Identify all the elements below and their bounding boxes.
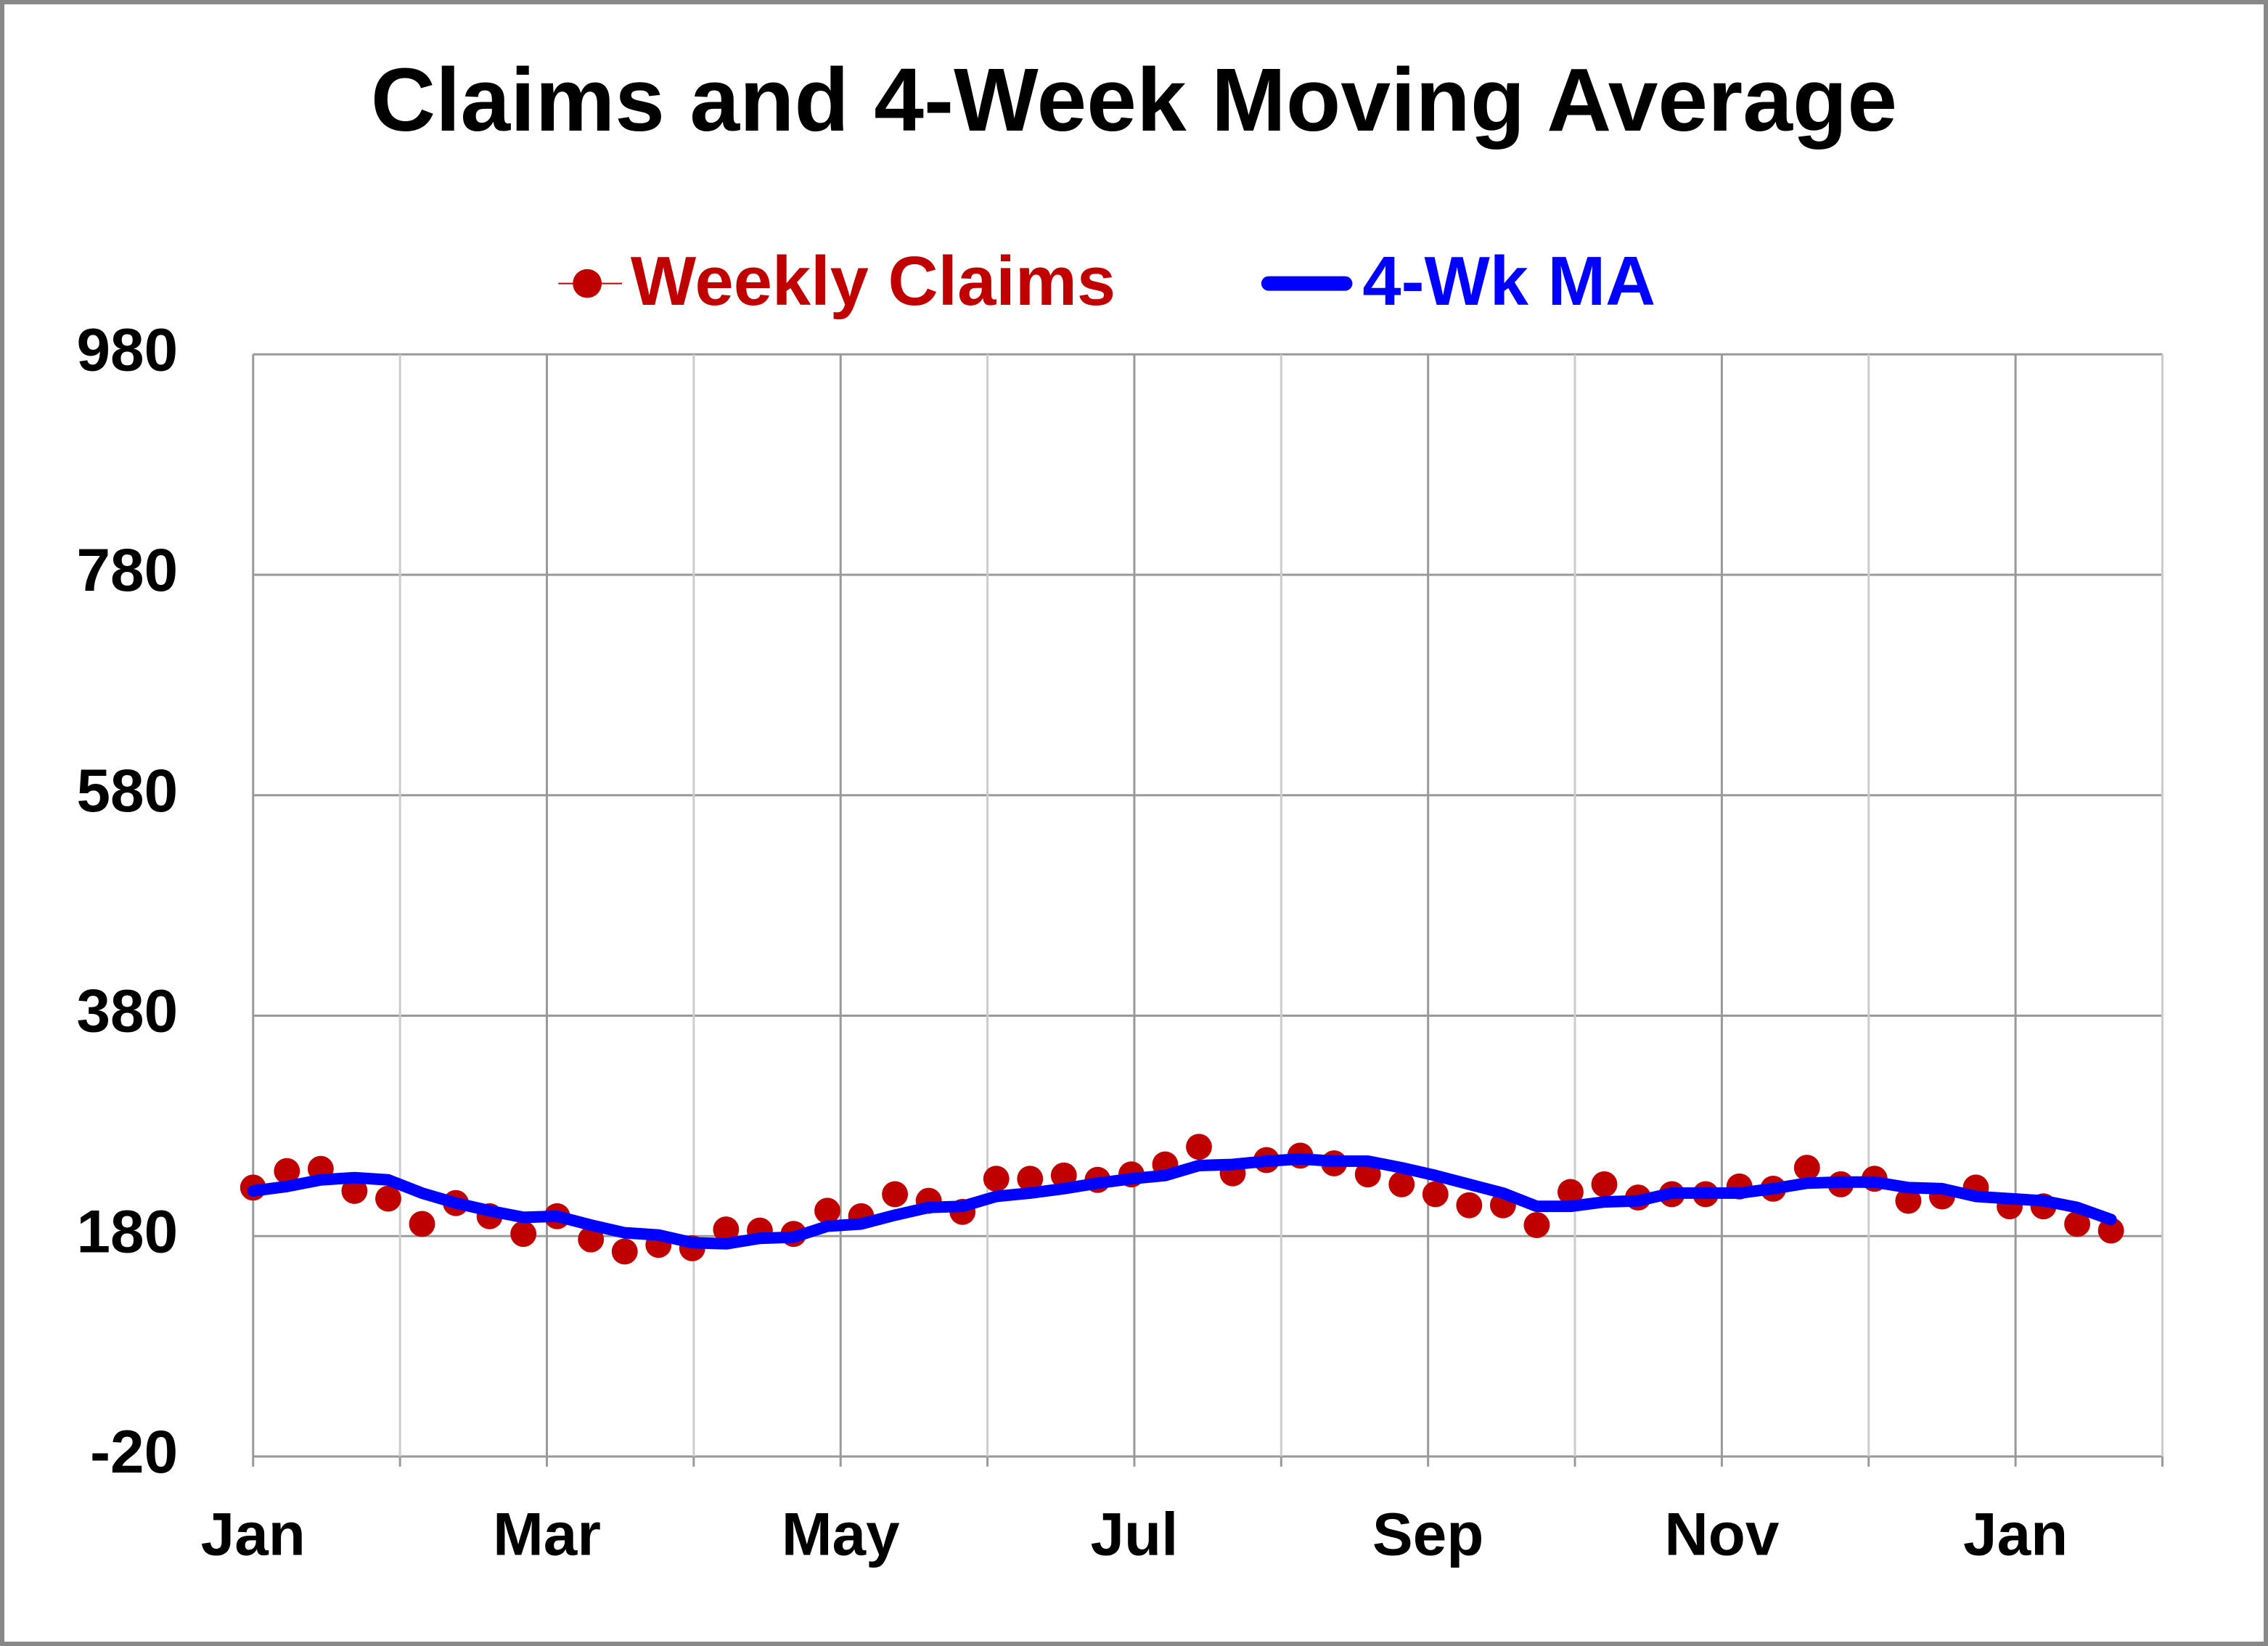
data-point xyxy=(341,1177,368,1204)
x-tick-label: Sep xyxy=(1372,1500,1483,1568)
y-tick-label: -20 xyxy=(90,1417,178,1486)
x-tick-label: Jan xyxy=(201,1500,306,1568)
data-point xyxy=(1591,1171,1618,1197)
data-point xyxy=(510,1221,537,1248)
y-tick-label: 180 xyxy=(77,1197,179,1265)
data-point xyxy=(713,1216,740,1243)
y-tick-label: 980 xyxy=(77,315,179,383)
x-tick-label: Jan xyxy=(1963,1500,2068,1568)
series-line xyxy=(247,1152,2117,1250)
x-tick-label: Nov xyxy=(1664,1500,1780,1568)
data-point xyxy=(1017,1166,1044,1192)
legend: Weekly Claims 4-Wk MA xyxy=(558,242,1655,320)
legend-marker xyxy=(573,269,602,298)
data-point xyxy=(1456,1192,1483,1219)
data-point xyxy=(1895,1187,1922,1214)
data-point xyxy=(409,1211,435,1237)
data-point xyxy=(2097,1217,2124,1244)
data-point xyxy=(274,1158,300,1184)
data-point xyxy=(578,1226,605,1253)
data-point xyxy=(814,1197,840,1224)
x-tick-label: Jul xyxy=(1090,1500,1178,1568)
data-point xyxy=(375,1185,401,1212)
chart-title: Claims and 4-Week Moving Average xyxy=(371,50,1897,150)
legend-label: Weekly Claims xyxy=(631,242,1115,320)
data-point xyxy=(611,1238,638,1265)
y-tick-label: 380 xyxy=(77,977,179,1045)
legend-label: 4-Wk MA xyxy=(1362,242,1655,320)
y-tick-label: 580 xyxy=(77,756,179,824)
data-point xyxy=(1557,1179,1584,1205)
data-point xyxy=(1793,1155,1820,1181)
x-tick-label: May xyxy=(782,1500,900,1568)
data-point xyxy=(882,1181,909,1208)
data-point xyxy=(1186,1134,1212,1160)
data-point xyxy=(983,1166,1010,1192)
data-point xyxy=(1523,1212,1550,1238)
x-tick-label: Mar xyxy=(493,1500,601,1568)
data-point xyxy=(1422,1181,1449,1208)
y-tick-label: 780 xyxy=(77,536,179,604)
data-point xyxy=(1388,1171,1415,1197)
data-point xyxy=(2064,1211,2091,1237)
